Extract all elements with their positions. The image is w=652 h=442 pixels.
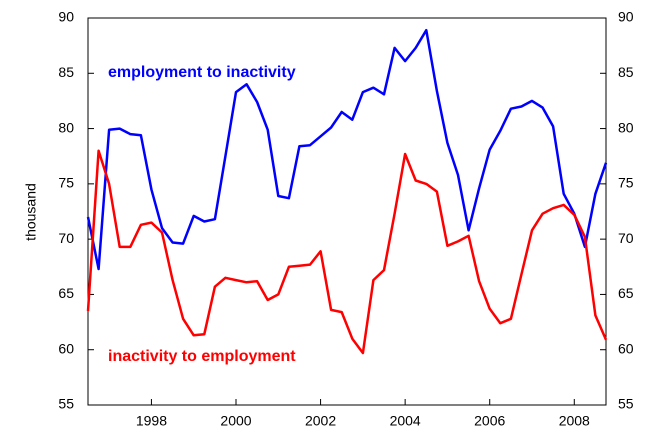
y-axis-label: thousand xyxy=(23,183,39,241)
y2-tick-label: 60 xyxy=(618,340,634,356)
y2-tick-label: 85 xyxy=(618,64,634,80)
x-tick-label: 2004 xyxy=(390,413,421,429)
y-tick-label: 90 xyxy=(58,9,74,25)
y2-tick-label: 55 xyxy=(618,396,634,412)
series-label: employment to inactivity xyxy=(108,64,296,81)
y2-tick-label: 90 xyxy=(618,9,634,25)
y-tick-label: 60 xyxy=(58,340,74,356)
y2-tick-label: 80 xyxy=(618,119,634,135)
x-tick-label: 2006 xyxy=(474,413,505,429)
y2-tick-label: 75 xyxy=(618,175,634,191)
x-tick-label: 2002 xyxy=(305,413,336,429)
y-tick-label: 80 xyxy=(58,119,74,135)
y-tick-label: 55 xyxy=(58,396,74,412)
series-label: inactivity to employment xyxy=(108,348,296,365)
y-tick-label: 65 xyxy=(58,285,74,301)
plot-frame xyxy=(87,17,607,406)
x-tick-label: 1998 xyxy=(136,413,167,429)
y-tick-label: 85 xyxy=(58,64,74,80)
x-tick-label: 2008 xyxy=(559,413,590,429)
series-line xyxy=(86,28,608,271)
y-tick-label: 75 xyxy=(58,175,74,191)
y-tick-label: 70 xyxy=(58,230,74,246)
y2-tick-label: 65 xyxy=(618,285,634,301)
y2-tick-label: 70 xyxy=(618,230,634,246)
series-line xyxy=(86,149,608,355)
x-tick-label: 2000 xyxy=(220,413,251,429)
